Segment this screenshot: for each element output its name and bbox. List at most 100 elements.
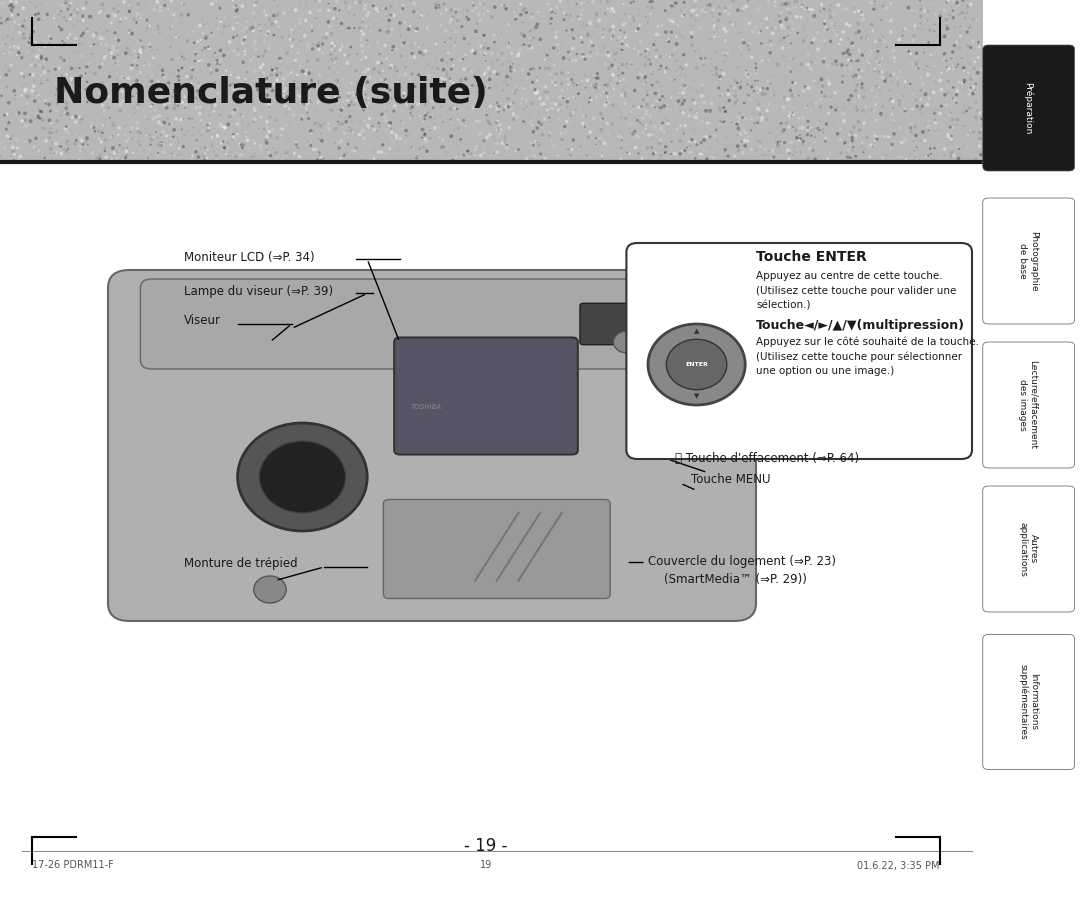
Point xyxy=(870,55,888,69)
Point xyxy=(853,142,870,157)
Point xyxy=(454,19,471,33)
Point xyxy=(605,68,622,83)
Point xyxy=(3,0,21,12)
Point xyxy=(28,106,45,121)
Point xyxy=(55,10,72,24)
Point xyxy=(302,73,320,87)
Point xyxy=(643,86,660,100)
Point xyxy=(131,138,148,152)
Point xyxy=(500,100,517,114)
Point xyxy=(740,0,757,8)
Point xyxy=(475,28,492,42)
Point xyxy=(388,63,405,77)
Point xyxy=(419,58,436,72)
Point xyxy=(56,100,73,114)
Point xyxy=(436,24,454,39)
Point xyxy=(558,7,576,22)
Point xyxy=(249,122,267,136)
Point xyxy=(144,43,161,58)
Point xyxy=(170,149,187,164)
Point xyxy=(850,53,867,68)
Point xyxy=(667,63,685,77)
Point xyxy=(92,37,109,51)
Point xyxy=(918,148,935,163)
Point xyxy=(786,0,804,9)
Point xyxy=(467,142,484,157)
Point xyxy=(739,87,756,102)
Point xyxy=(27,34,44,49)
Point xyxy=(190,150,207,165)
Point xyxy=(512,42,529,57)
Point xyxy=(548,31,565,45)
Point xyxy=(143,0,160,13)
Point xyxy=(916,133,933,148)
Point xyxy=(944,4,961,18)
Point xyxy=(868,89,886,104)
Point xyxy=(214,68,231,83)
Point xyxy=(0,107,15,122)
Point xyxy=(216,121,233,135)
Point xyxy=(346,88,363,103)
Point xyxy=(0,39,11,53)
Point xyxy=(214,119,231,133)
Point xyxy=(220,19,238,33)
Point xyxy=(537,105,554,120)
Point xyxy=(353,148,370,163)
Point xyxy=(409,103,427,117)
Point xyxy=(99,9,117,23)
Point xyxy=(156,70,173,85)
Point xyxy=(724,17,741,32)
Point xyxy=(732,41,750,56)
Point xyxy=(0,58,14,73)
Point xyxy=(397,129,415,143)
Point xyxy=(408,22,426,36)
Point xyxy=(10,92,27,106)
Point xyxy=(144,65,161,79)
Point xyxy=(642,109,659,123)
Point xyxy=(381,109,399,123)
Point xyxy=(129,87,146,102)
Point xyxy=(475,136,492,150)
Point xyxy=(57,38,75,52)
Point xyxy=(676,78,693,93)
Point xyxy=(564,41,581,56)
Point xyxy=(91,37,108,51)
Point xyxy=(739,69,756,84)
Point xyxy=(145,89,162,104)
Point xyxy=(577,120,594,134)
Point xyxy=(216,120,233,134)
Point xyxy=(119,41,136,56)
Point xyxy=(102,111,119,125)
Point xyxy=(956,73,973,87)
Point xyxy=(615,0,632,11)
Point xyxy=(958,130,975,145)
Point xyxy=(779,30,796,44)
Point xyxy=(962,80,980,94)
Point xyxy=(858,32,875,47)
Point xyxy=(77,146,94,160)
Point xyxy=(584,38,602,52)
Point xyxy=(310,42,327,57)
Point xyxy=(298,0,315,9)
Point xyxy=(649,19,666,33)
Point xyxy=(340,23,357,38)
Point xyxy=(96,144,113,158)
Point xyxy=(490,104,508,119)
Point xyxy=(348,88,365,103)
Point xyxy=(809,25,826,40)
Point xyxy=(355,81,373,95)
Point xyxy=(734,32,752,47)
Point xyxy=(18,91,36,105)
Point xyxy=(635,76,652,91)
Point xyxy=(912,92,929,106)
Point xyxy=(260,99,278,113)
Point xyxy=(31,58,49,73)
Point xyxy=(171,141,188,156)
Point xyxy=(596,0,613,9)
Point xyxy=(145,76,162,90)
Point xyxy=(802,129,820,143)
Point xyxy=(102,148,119,162)
Point xyxy=(609,62,626,77)
Point xyxy=(649,100,666,114)
Point xyxy=(734,147,752,161)
